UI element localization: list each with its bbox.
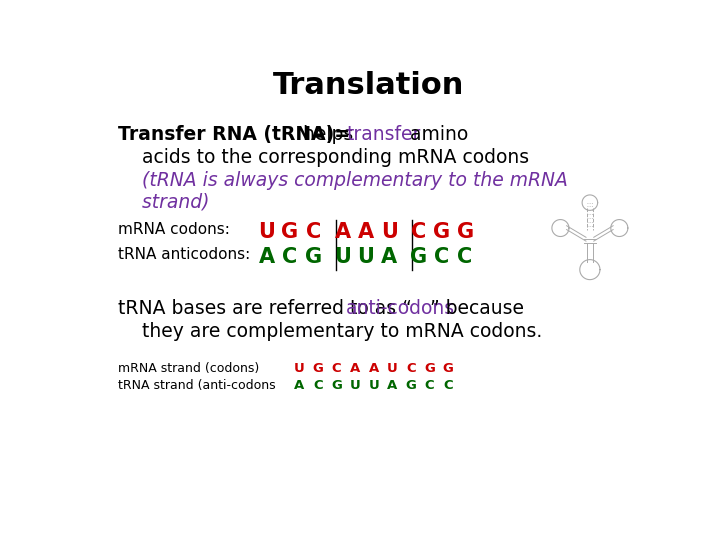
Text: mRNA codons:: mRNA codons: (118, 222, 230, 237)
Text: G: G (410, 247, 427, 267)
Text: A: A (350, 362, 360, 375)
Text: A: A (294, 379, 305, 392)
Text: C: C (332, 362, 341, 375)
Text: tRNA strand (anti-codons: tRNA strand (anti-codons (118, 379, 276, 392)
Text: mRNA strand (codons): mRNA strand (codons) (118, 362, 259, 375)
Text: tRNA anticodons:: tRNA anticodons: (118, 247, 250, 261)
Text: C: C (305, 222, 321, 242)
Text: A: A (381, 247, 397, 267)
Text: strand): strand) (118, 193, 210, 212)
Text: U: U (294, 362, 305, 375)
Text: they are complementary to mRNA codons.: they are complementary to mRNA codons. (118, 322, 542, 341)
Text: C: C (406, 362, 415, 375)
Text: C: C (457, 247, 473, 267)
Text: C: C (411, 222, 426, 242)
Text: G: G (282, 222, 299, 242)
Text: transfer: transfer (346, 125, 420, 144)
Text: tRNA bases are referred to as “: tRNA bases are referred to as “ (118, 299, 412, 318)
Text: C: C (444, 379, 453, 392)
Text: G: G (433, 222, 451, 242)
Text: G: G (331, 379, 342, 392)
Text: C: C (434, 247, 449, 267)
Text: Transfer RNA (tRNA)=: Transfer RNA (tRNA)= (118, 125, 356, 144)
Text: (tRNA is always complementary to the mRNA: (tRNA is always complementary to the mRN… (118, 171, 568, 190)
Text: U: U (357, 247, 374, 267)
Text: A: A (335, 222, 351, 242)
Text: C: C (282, 247, 297, 267)
Text: U: U (387, 362, 397, 375)
Text: acids to the corresponding mRNA codons: acids to the corresponding mRNA codons (118, 148, 529, 167)
Text: amino: amino (404, 125, 468, 144)
Text: G: G (443, 362, 454, 375)
Text: A: A (387, 379, 397, 392)
Text: Translation: Translation (274, 71, 464, 100)
Text: C: C (313, 379, 323, 392)
Text: G: G (312, 362, 323, 375)
Text: G: G (424, 362, 435, 375)
Text: A: A (358, 222, 374, 242)
Text: anti-codons: anti-codons (346, 299, 455, 318)
Text: U: U (334, 247, 351, 267)
Text: ” because: ” because (430, 299, 524, 318)
Text: A: A (369, 362, 379, 375)
Text: C: C (425, 379, 434, 392)
Text: G: G (305, 247, 322, 267)
Text: helps: helps (302, 125, 359, 144)
Text: U: U (350, 379, 361, 392)
Text: A: A (258, 247, 275, 267)
Text: G: G (405, 379, 416, 392)
Text: U: U (368, 379, 379, 392)
Text: U: U (381, 222, 397, 242)
Text: G: G (456, 222, 474, 242)
Text: U: U (258, 222, 275, 242)
